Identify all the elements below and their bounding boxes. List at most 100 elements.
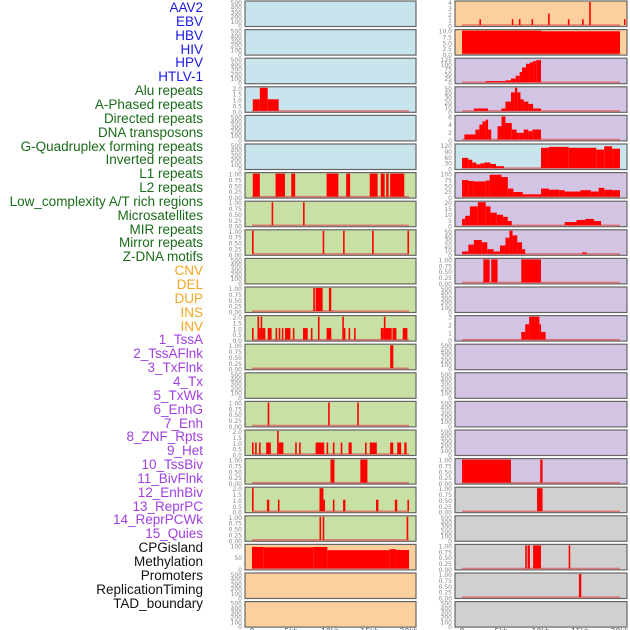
row-label: Low_complexity A/T rich regions bbox=[9, 193, 203, 209]
bar bbox=[501, 177, 508, 197]
y-tick-label: 50 bbox=[444, 86, 452, 93]
bar bbox=[488, 129, 492, 140]
bar bbox=[590, 191, 599, 197]
bar bbox=[277, 431, 279, 454]
y-tick-label: 200 bbox=[231, 386, 243, 393]
bar bbox=[585, 218, 594, 226]
baseline bbox=[462, 596, 620, 598]
y-tick-label: 0 bbox=[238, 596, 242, 603]
bar bbox=[475, 129, 480, 140]
y-tick-label: 200 bbox=[231, 71, 243, 78]
y-tick-label: 0.00 bbox=[439, 281, 453, 288]
y-tick-label: 0.5 bbox=[232, 447, 242, 454]
y-tick-label: 1.5 bbox=[232, 92, 242, 99]
y-tick-label: 0 bbox=[448, 310, 452, 317]
y-tick-label: 0 bbox=[238, 52, 242, 59]
bar bbox=[537, 488, 543, 512]
bar bbox=[497, 126, 502, 140]
y-tick-label: 5 bbox=[448, 218, 452, 225]
panel-background bbox=[244, 143, 417, 171]
bar bbox=[472, 162, 477, 168]
bar bbox=[278, 328, 281, 340]
bar bbox=[376, 499, 379, 512]
y-tick-label: 400 bbox=[441, 377, 453, 384]
bar bbox=[343, 499, 346, 512]
row-label: DNA transposons bbox=[97, 124, 203, 140]
y-tick-label: 7.5 bbox=[442, 34, 452, 41]
bar bbox=[495, 166, 504, 168]
bar bbox=[540, 459, 543, 483]
y-tick-label: 0 bbox=[238, 567, 242, 574]
bar bbox=[462, 30, 541, 54]
y-tick-label: 0.50 bbox=[229, 412, 243, 419]
row-label: DEL bbox=[176, 277, 203, 292]
track-panel: 1.000.750.500.250.00 bbox=[229, 400, 417, 431]
y-tick-label: 0.50 bbox=[229, 355, 243, 362]
baseline bbox=[252, 224, 409, 227]
bar bbox=[612, 190, 620, 197]
y-tick-label: 0.75 bbox=[229, 235, 243, 242]
y-tick-label: 0 bbox=[448, 224, 452, 231]
y-tick-label: 2.5 bbox=[442, 46, 452, 53]
y-tick-label: 300 bbox=[441, 353, 453, 360]
bar bbox=[501, 108, 506, 111]
bar bbox=[389, 549, 397, 569]
bar bbox=[589, 2, 591, 25]
y-tick-label: 500 bbox=[231, 572, 243, 579]
y-tick-label: 300 bbox=[231, 581, 243, 588]
bar bbox=[369, 173, 378, 197]
y-tick-label: 0.00 bbox=[229, 367, 243, 374]
bar bbox=[521, 331, 526, 340]
row-label: Alu repeats bbox=[134, 83, 203, 99]
y-tick-label: 1.00 bbox=[439, 458, 453, 465]
y-tick-label: 200 bbox=[441, 357, 453, 364]
y-tick-label: 0.75 bbox=[229, 206, 243, 213]
x-tick-label: 20kb bbox=[611, 627, 630, 630]
track-panel: 1.000.750.500.250.00 bbox=[439, 543, 628, 574]
bar bbox=[343, 230, 345, 254]
panel-background bbox=[454, 343, 628, 371]
bar bbox=[327, 550, 390, 569]
bar bbox=[369, 442, 377, 454]
y-tick-label: 2 bbox=[448, 322, 452, 329]
row-label: 9_Het bbox=[166, 443, 203, 459]
y-tick-label: 200 bbox=[231, 157, 243, 164]
row-label: 13_ReprPC bbox=[132, 498, 203, 514]
y-tick-label: 100 bbox=[231, 591, 243, 598]
y-tick-label: 2 bbox=[448, 12, 452, 19]
y-tick-label: 500 bbox=[231, 57, 243, 64]
baseline bbox=[462, 195, 620, 198]
bar bbox=[528, 131, 533, 140]
bar bbox=[326, 442, 329, 454]
y-tick-label: 100 bbox=[441, 448, 453, 455]
y-tick-label: 300 bbox=[231, 267, 243, 274]
bar bbox=[277, 499, 280, 512]
bar bbox=[326, 328, 332, 340]
y-tick-label: 0.50 bbox=[439, 555, 453, 562]
row-label: HIV bbox=[180, 41, 203, 57]
bar bbox=[505, 101, 511, 111]
track-panel: 1.000.750.500.250.00 bbox=[439, 572, 628, 603]
y-tick-label: 100 bbox=[441, 305, 453, 312]
y-tick-label: 0.50 bbox=[439, 498, 453, 505]
bar bbox=[518, 19, 521, 25]
panel-background bbox=[244, 515, 417, 542]
bar bbox=[517, 242, 523, 254]
bar bbox=[260, 316, 263, 340]
bar bbox=[343, 328, 346, 340]
bar bbox=[568, 147, 581, 168]
y-tick-label: 300 bbox=[441, 295, 453, 302]
y-tick-label: 200 bbox=[441, 386, 453, 393]
baseline bbox=[252, 424, 409, 427]
row-label: 11_BivFlnk bbox=[137, 470, 203, 486]
y-tick-label: 1 bbox=[448, 18, 452, 25]
y-tick-label: 200 bbox=[231, 129, 243, 136]
bar bbox=[267, 402, 270, 426]
